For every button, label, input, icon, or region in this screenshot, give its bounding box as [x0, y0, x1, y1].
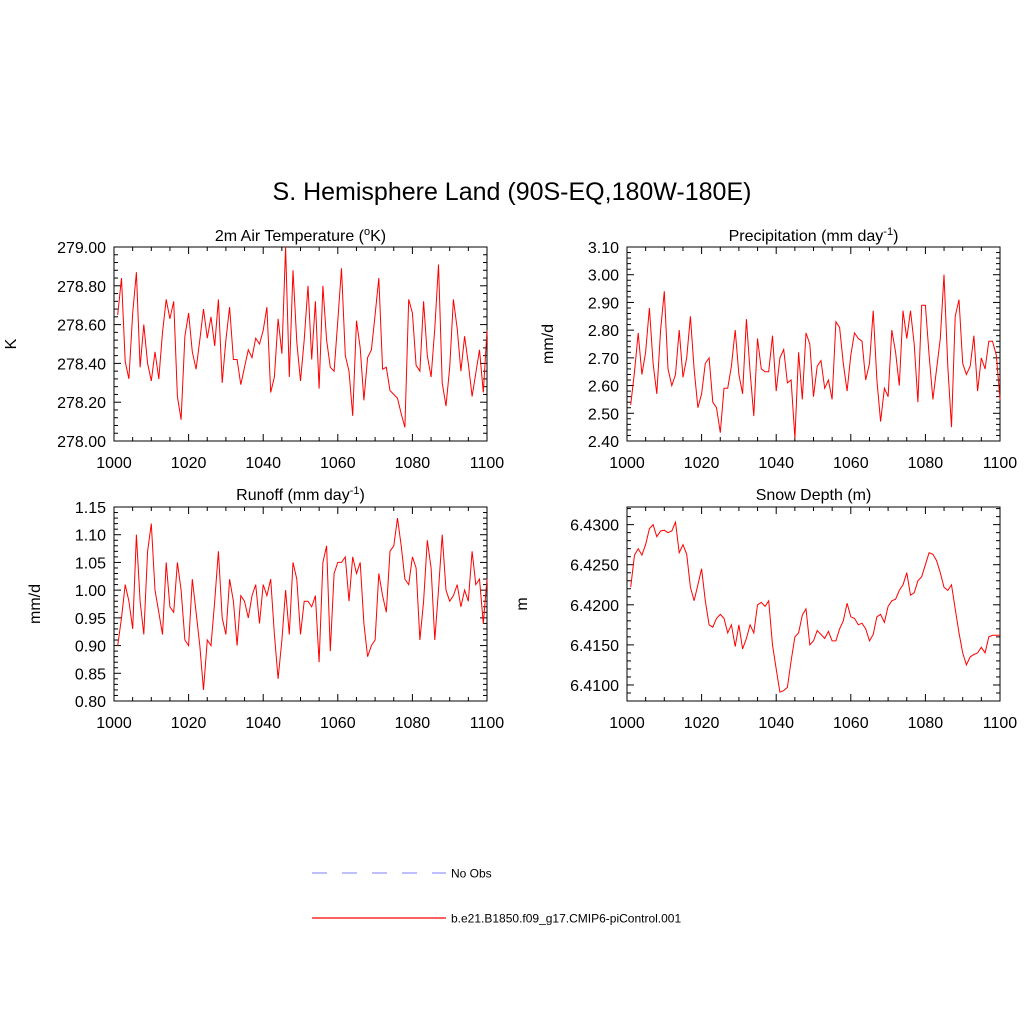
- y-tick-label: 1.10: [75, 528, 106, 545]
- x-tick-label: 1020: [171, 455, 207, 472]
- chart-panel-2: Runoff (mm day-1) mm/d 1000 1020 1040 1060 108…: [27, 485, 504, 732]
- x-tick-label: 1060: [833, 455, 869, 472]
- figure-title: S. Hemisphere Land (90S-EQ,180W-180E): [273, 178, 752, 206]
- x-tick-label: 1000: [96, 455, 132, 472]
- x-tick-label: 1000: [96, 715, 132, 732]
- series-line: [117, 246, 488, 428]
- y-tick-label: 6.4150: [570, 638, 619, 655]
- y-tick-label: 1.15: [75, 500, 106, 517]
- x-tick-label: 1040: [758, 455, 794, 472]
- y-tick-label: 278.20: [57, 395, 106, 412]
- legend-item-model: b.e21.B1850.f09_g17.CMIP6-piControl.001: [312, 912, 681, 926]
- y-tick-label: 278.40: [57, 356, 106, 373]
- y-tick-label: 2.70: [588, 351, 619, 368]
- legend-label-model: b.e21.B1850.f09_g17.CMIP6-piControl.001: [451, 912, 681, 926]
- y-tick-label: 2.40: [588, 434, 619, 451]
- series-line: [630, 520, 1000, 693]
- y-tick-label: 3.10: [588, 240, 619, 257]
- x-tick-label: 1000: [609, 455, 645, 472]
- panels: 2m Air Temperature (oK) K 1000 1020 1040 1060…: [3, 226, 1017, 732]
- x-tick-label: 1100: [470, 455, 505, 472]
- y-tick-label: 2.50: [588, 406, 619, 423]
- x-tick-label: 1080: [395, 715, 431, 732]
- y-tick-label: 1.05: [75, 555, 106, 572]
- x-tick-label: 1100: [983, 715, 1018, 732]
- y-tick-label: 0.90: [75, 639, 106, 656]
- x-tick-label: 1020: [171, 715, 207, 732]
- y-tick-label: 0.85: [75, 666, 106, 683]
- y-axis-label: mm/d: [27, 584, 44, 624]
- plot-frame: [113, 246, 488, 442]
- y-tick-label: 279.00: [57, 240, 106, 257]
- x-tick-label: 1080: [395, 455, 431, 472]
- y-tick-label: 6.4250: [570, 558, 619, 575]
- y-tick-label: 6.4100: [570, 678, 619, 695]
- y-tick-label: 0.95: [75, 611, 106, 628]
- x-tick-label: 1020: [684, 715, 720, 732]
- chart-panel-1: Precipitation (mm day-1) mm/d 1000 1020 1040…: [540, 226, 1017, 472]
- y-tick-label: 6.4200: [570, 598, 619, 615]
- legend-item-no-obs: No Obs: [312, 867, 492, 881]
- x-tick-label: 1080: [908, 455, 944, 472]
- y-tick-label: 6.4300: [570, 518, 619, 535]
- y-tick-label: 0.80: [75, 694, 106, 711]
- y-tick-label: 278.60: [57, 318, 106, 335]
- x-tick-label: 1000: [609, 715, 645, 732]
- y-tick-label: 1.00: [75, 583, 106, 600]
- x-tick-label: 1100: [983, 455, 1018, 472]
- x-tick-label: 1100: [470, 715, 505, 732]
- y-tick-label: 3.00: [588, 268, 619, 285]
- chart-panel-0: 2m Air Temperature (oK) K 1000 1020 1040 1060…: [3, 226, 504, 472]
- x-tick-label: 1060: [320, 715, 356, 732]
- x-tick-label: 1040: [758, 715, 794, 732]
- y-tick-label: 2.90: [588, 295, 619, 312]
- plot-frame: [626, 506, 1001, 702]
- y-axis-label: m: [514, 597, 531, 610]
- y-tick-label: 278.00: [57, 434, 106, 451]
- x-tick-label: 1020: [684, 455, 720, 472]
- panel-title: 2m Air Temperature (oK): [215, 226, 386, 245]
- series-line: [630, 274, 1001, 439]
- y-axis-label: K: [3, 338, 20, 349]
- y-axis-label: mm/d: [540, 324, 557, 364]
- panel-title: Precipitation (mm day-1): [729, 226, 899, 245]
- x-tick-label: 1060: [833, 715, 869, 732]
- x-tick-label: 1040: [245, 455, 281, 472]
- y-tick-label: 278.80: [57, 279, 106, 296]
- chart-panel-3: Snow Depth (m) m 1000 1020 1040 1060 1080 1100 6…: [514, 487, 1017, 732]
- x-tick-label: 1040: [245, 715, 281, 732]
- y-tick-label: 2.60: [588, 379, 619, 396]
- panel-title: Runoff (mm day-1): [236, 485, 365, 504]
- x-tick-label: 1080: [908, 715, 944, 732]
- legend: No Obs b.e21.B1850.f09_g17.CMIP6-piContr…: [312, 867, 681, 926]
- series-line: [117, 518, 488, 690]
- x-tick-label: 1060: [320, 455, 356, 472]
- y-tick-label: 2.80: [588, 323, 619, 340]
- legend-label-no-obs: No Obs: [451, 867, 492, 881]
- panel-title: Snow Depth (m): [756, 487, 872, 504]
